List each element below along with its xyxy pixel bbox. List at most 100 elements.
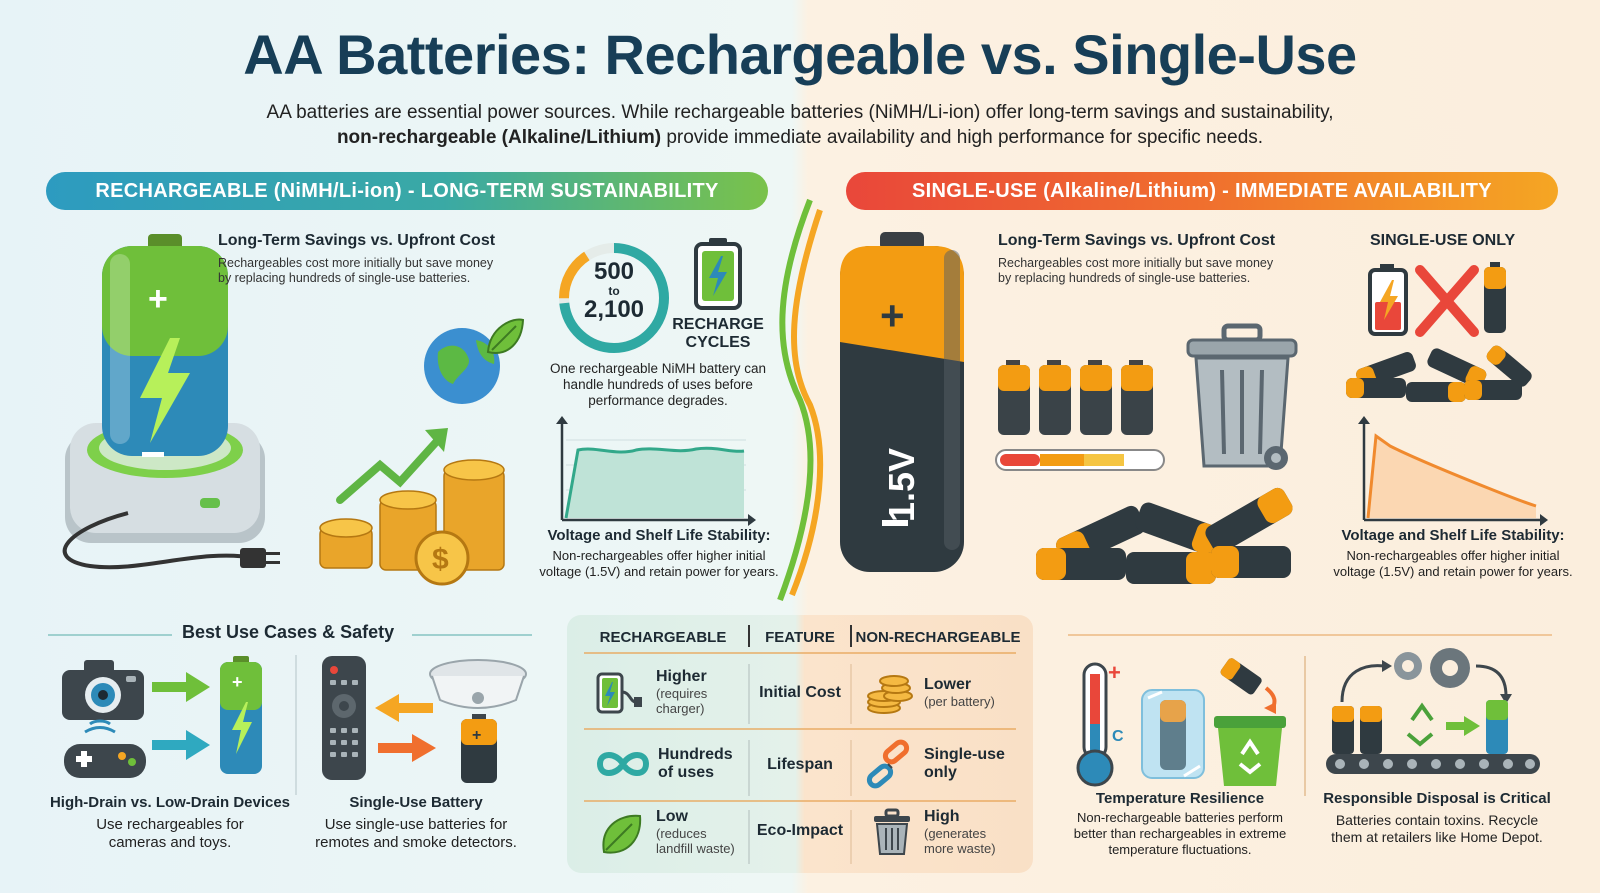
table-header-divider — [850, 625, 852, 647]
row-eco-non-rechargeable-note2: more waste) — [924, 841, 996, 856]
left-voltage-text-line2: voltage (1.5V) and retain power for year… — [539, 564, 779, 579]
cycles-bottom: 2,100 — [583, 296, 645, 323]
rechargeable-voltage-graph — [556, 416, 756, 526]
row-cost-rechargeable: Higher (requires charger) — [656, 668, 740, 716]
remote-control-icon — [322, 656, 366, 780]
intro-line1: AA batteries are essential power sources… — [266, 102, 1334, 123]
leaf-icon — [602, 814, 642, 854]
right-voltage-title: Voltage and Shelf Life Stability: — [1341, 527, 1565, 544]
left-savings-text: Rechargeables cost more initially but sa… — [218, 256, 493, 286]
left-savings-text-line2: by replacing hundreds of single-use batt… — [218, 271, 471, 285]
cycles-note-line1: One rechargeable NiMH battery can — [549, 361, 767, 376]
rechargeable-battery-charger-illustration: + — [62, 234, 280, 570]
table-divider — [748, 810, 750, 864]
trash-can-icon — [1186, 323, 1298, 470]
thermometer-c-label: C — [1112, 728, 1124, 745]
disposal-title: Responsible Disposal is Critical — [1323, 790, 1551, 807]
recycle-bin-icon — [1214, 658, 1286, 786]
bottom-right-divider — [1068, 634, 1552, 636]
arrow-left-icon — [375, 694, 433, 722]
coin-stack-icon — [867, 675, 913, 714]
table-divider — [748, 740, 750, 796]
left-voltage-text: Non-rechargeables offer higher initial v… — [528, 548, 790, 580]
table-divider — [748, 664, 750, 724]
row-cost-non-rechargeable: Lower (per battery) — [924, 676, 1024, 709]
single-use-battery-text: Use single-use batteries for remotes and… — [296, 816, 536, 852]
row-eco-non-rechargeable-value: High — [924, 808, 960, 825]
temperature-title: Temperature Resilience — [1095, 790, 1265, 807]
comparison-table — [567, 615, 1033, 873]
arrow-right-icon — [152, 730, 210, 760]
temperature-text-line2: better than rechargeables in extreme — [1073, 826, 1287, 841]
disposal-text-line2: them at retailers like Home Depot. — [1331, 829, 1543, 845]
broken-chain-icon — [866, 739, 910, 789]
intro-line2: non-rechargeable (Alkaline/Lithium) prov… — [100, 125, 1500, 150]
row-lifespan-rechargeable-note1: of uses — [658, 764, 715, 781]
battery-charger-icon — [596, 672, 642, 714]
cycles-note: One rechargeable NiMH battery can handle… — [538, 361, 778, 409]
use-cases-divider-left — [48, 634, 172, 636]
camera-icon — [62, 660, 144, 720]
globe-leaf-icon — [424, 318, 525, 404]
row-cost-rechargeable-note2: charger) — [656, 701, 705, 716]
coins-growth-illustration: $ — [319, 428, 505, 586]
center-divider-swoosh — [777, 198, 824, 602]
intro-line2-bold: non-rechargeable (Alkaline/Lithium) — [336, 127, 662, 148]
ice-block-battery-icon — [1141, 689, 1205, 779]
row-lifespan-feature: Lifespan — [767, 756, 833, 773]
cycles-note-line3: performance degrades. — [588, 393, 728, 408]
row-eco-non-rechargeable: High (generates more waste) — [924, 808, 1024, 856]
row-lifespan-rechargeable-value: Hundreds — [658, 746, 733, 763]
table-rule — [584, 800, 1016, 802]
arrow-right-icon — [378, 734, 436, 762]
right-voltage-text-line1: Non-rechargeables offer higher initial — [1346, 548, 1560, 563]
left-voltage-text-line1: Non-rechargeables offer higher initial — [552, 548, 766, 563]
row-eco-rechargeable-note1: (reduces — [656, 826, 707, 841]
single-use-battery-icon: + — [461, 714, 497, 783]
infinity-icon — [596, 752, 650, 776]
cycles-top: 500 — [593, 258, 635, 285]
table-header-non-rechargeable: NON-RECHARGEABLE — [855, 629, 1021, 646]
table-header-feature: FEATURE — [765, 629, 835, 646]
single-use-only-label: SINGLE-USE ONLY — [1370, 232, 1516, 249]
row-eco-rechargeable-note2: landfill waste) — [656, 841, 735, 856]
intro-line2-rest: provide immediate availability and high … — [661, 127, 1264, 148]
arrow-right-icon — [152, 672, 210, 702]
table-divider — [850, 664, 852, 724]
row-lifespan-non-rechargeable-note1: only — [924, 764, 957, 781]
row-eco-non-rechargeable-note1: (generates — [924, 826, 987, 841]
right-savings-text: Rechargeables cost more initially but sa… — [998, 256, 1273, 286]
thermometer-plus-label: + — [1108, 660, 1121, 685]
temperature-text: Non-rechargeable batteries perform bette… — [1058, 810, 1302, 858]
battery-row-icon — [995, 360, 1165, 471]
game-controller-icon — [64, 719, 146, 778]
single-use-battery-title: Single-Use Battery — [349, 794, 483, 811]
disposal-text: Batteries contain toxins. Recycle them a… — [1306, 812, 1568, 846]
temperature-text-line3: temperature fluctuations. — [1108, 842, 1252, 857]
row-cost-feature: Initial Cost — [759, 684, 841, 701]
row-cost-non-rechargeable-note1: (per battery) — [924, 694, 995, 709]
single-use-battery-illustration: + — [840, 232, 964, 572]
rechargeable-banner: RECHARGEABLE (NiMH/Li-ion) - LONG-TERM S… — [46, 172, 768, 210]
small-battery-pile-icon — [1346, 345, 1532, 402]
cycles-note-line2: handle hundreds of uses before — [563, 377, 753, 392]
left-voltage-title: Voltage and Shelf Life Stability: — [547, 527, 771, 544]
row-lifespan-non-rechargeable-value: Single-use — [924, 746, 1005, 763]
drain-title: High-Drain vs. Low-Drain Devices — [49, 794, 291, 811]
use-cases-title: Best Use Cases & Safety — [182, 622, 395, 642]
table-header-rechargeable: RECHARGEABLE — [599, 629, 727, 646]
charging-battery-icon — [694, 238, 742, 310]
row-lifespan-rechargeable: Hundreds of uses — [658, 746, 746, 782]
row-eco-feature: Eco-Impact — [756, 822, 844, 839]
single-use-battery-text-line2: remotes and smoke detectors. — [315, 834, 517, 851]
rechargeable-battery-icon: + — [220, 656, 262, 774]
page-title: AA Batteries: Rechargeable vs. Single-Us… — [243, 23, 1357, 86]
right-savings-text-line1: Rechargeables cost more initially but sa… — [998, 256, 1274, 270]
recycling-conveyor-illustration — [1326, 648, 1540, 774]
intro-text: AA batteries are essential power sources… — [100, 100, 1500, 150]
smoke-detector-icon — [429, 659, 527, 709]
thermometer-icon — [1076, 662, 1114, 787]
no-recharge-icon — [1368, 262, 1506, 337]
single-use-voltage-graph — [1358, 416, 1548, 526]
recharge-label-2: CYCLES — [685, 334, 751, 351]
